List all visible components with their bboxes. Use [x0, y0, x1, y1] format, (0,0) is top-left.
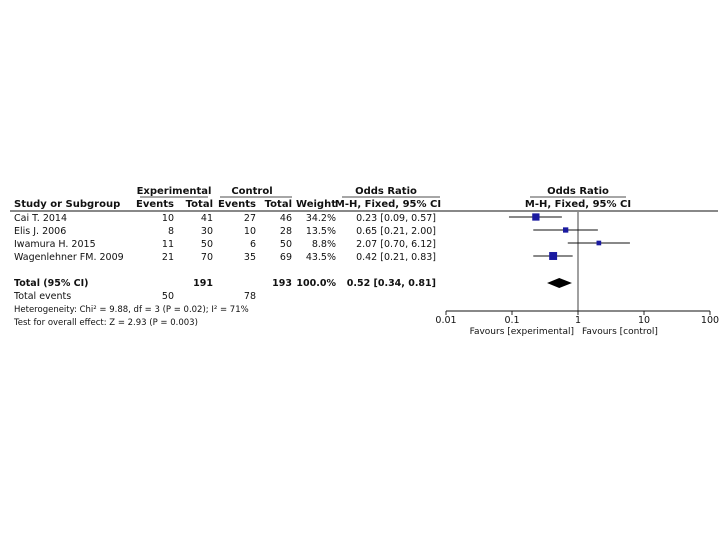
exp-events: 21: [162, 252, 174, 263]
total-exp-events: 50: [162, 291, 174, 302]
exp-total: 30: [201, 226, 213, 237]
x-axis-tick-label: 0.01: [435, 315, 456, 326]
x-axis-tick-label: 10: [638, 315, 650, 326]
total-row: Total (95% CI) 191 193 100.0% 0.52 [0.34…: [14, 278, 436, 289]
total-exp-total: 191: [193, 278, 213, 289]
weight: 34.2%: [306, 213, 336, 224]
exp-events: 8: [168, 226, 174, 237]
odds-ratio-ci: 2.07 [0.70, 6.12]: [356, 239, 436, 250]
study-point-estimate: [532, 213, 540, 221]
ctl-total-column-header: Total: [265, 199, 292, 210]
or-method-table-header: M-H, Fixed, 95% CI: [335, 199, 441, 210]
experimental-group-header: Experimental: [137, 186, 212, 197]
ctl-total: 46: [280, 213, 292, 224]
favours-control-label: Favours [control]: [582, 327, 658, 337]
ctl-events: 35: [244, 252, 256, 263]
weight: 8.8%: [312, 239, 336, 250]
total-odds-ratio-ci: 0.52 [0.34, 0.81]: [347, 278, 436, 289]
exp-events: 11: [162, 239, 174, 250]
total-events-label: Total events: [13, 291, 71, 302]
control-group-header: Control: [231, 186, 272, 197]
overall-effect-text: Test for overall effect: Z = 2.93 (P = 0…: [13, 318, 198, 328]
exp-total-column-header: Total: [186, 199, 213, 210]
ctl-total: 28: [280, 226, 292, 237]
study-rows: Cai T. 2014 10 41 27 46 34.2% 0.23 [0.09…: [14, 213, 436, 263]
x-axis-tick-label: 0.1: [504, 315, 519, 326]
total-events-row: Total events 50 78: [13, 291, 256, 302]
or-method-plot-header: M-H, Fixed, 95% CI: [525, 199, 631, 210]
weight-column-header: Weight: [296, 199, 336, 210]
study-row: Iwamura H. 2015 11 50 6 50 8.8% 2.07 [0.…: [14, 239, 436, 250]
total-ctl-total: 193: [272, 278, 292, 289]
x-axis-tick-label: 1: [575, 315, 581, 326]
study-name: Cai T. 2014: [14, 213, 67, 224]
study-point-estimate: [596, 240, 602, 246]
study-name: Wagenlehner FM. 2009: [14, 252, 124, 263]
study-row: Wagenlehner FM. 2009 21 70 35 69 43.5% 0…: [14, 252, 436, 263]
study-point-estimate: [549, 252, 558, 260]
weight: 43.5%: [306, 252, 336, 263]
study-column-header: Study or Subgroup: [14, 199, 120, 210]
exp-events-column-header: Events: [136, 199, 174, 210]
ctl-total: 69: [280, 252, 292, 263]
odds-ratio-ci: 0.42 [0.21, 0.83]: [356, 252, 436, 263]
favours-experimental-label: Favours [experimental]: [470, 327, 574, 337]
forest-plot-area: 0.01 0.1 1 10 100 Favours [experimental] Favou…: [435, 212, 719, 337]
study-row: Elis J. 2006 8 30 10 28 13.5% 0.65 [0.21…: [14, 226, 436, 237]
total-ctl-events: 78: [244, 291, 256, 302]
ctl-events: 27: [244, 213, 256, 224]
exp-total: 70: [201, 252, 213, 263]
total-weight: 100.0%: [296, 278, 336, 289]
ctl-events-column-header: Events: [218, 199, 256, 210]
exp-events: 10: [162, 213, 174, 224]
study-name: Elis J. 2006: [14, 226, 66, 237]
ctl-events: 6: [250, 239, 256, 250]
ctl-events: 10: [244, 226, 256, 237]
weight: 13.5%: [306, 226, 336, 237]
odds-ratio-ci: 0.23 [0.09, 0.57]: [356, 213, 436, 224]
study-point-estimate: [562, 227, 569, 233]
odds-ratio-table-header: Odds Ratio: [355, 186, 417, 197]
x-axis-tick-label: 100: [701, 315, 719, 326]
pooled-estimate-diamond: [547, 278, 572, 288]
exp-total: 50: [201, 239, 213, 250]
heterogeneity-text: Heterogeneity: Chi² = 9.88, df = 3 (P = …: [14, 305, 249, 315]
study-name: Iwamura H. 2015: [14, 239, 96, 250]
exp-total: 41: [201, 213, 213, 224]
study-row: Cai T. 2014 10 41 27 46 34.2% 0.23 [0.09…: [14, 213, 436, 224]
ctl-total: 50: [280, 239, 292, 250]
odds-ratio-ci: 0.65 [0.21, 2.00]: [356, 226, 436, 237]
total-label: Total (95% CI): [14, 278, 89, 289]
odds-ratio-plot-header: Odds Ratio: [547, 186, 609, 197]
